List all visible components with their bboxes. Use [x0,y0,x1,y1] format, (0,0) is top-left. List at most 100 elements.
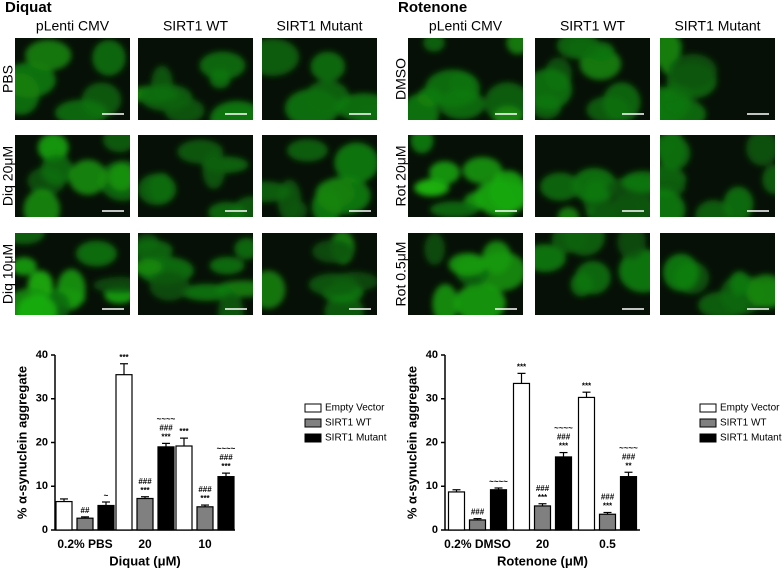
error-bar [102,501,110,506]
cell [695,200,732,217]
y-tick-label: 10 [36,480,48,492]
y-tick-label: 0 [432,524,438,536]
micrograph [408,135,523,217]
cell [262,181,291,203]
error-bar [81,516,89,519]
cells [424,233,523,315]
cell [571,167,617,203]
cell [287,200,308,217]
bar [533,505,552,531]
cells [408,38,523,120]
cell [570,272,593,297]
cell [40,154,73,186]
cell [218,291,244,315]
y-tick-label: 20 [36,436,48,448]
cell [698,291,749,315]
cell [723,186,754,217]
column-header: pLenti CMV [429,18,503,34]
cell [591,197,642,217]
significance-label: ~~~~ [619,443,638,452]
cell [602,82,641,120]
cell [410,135,434,154]
bar [136,497,154,531]
significance-label: ~ [104,491,109,500]
cell [93,276,130,294]
x-tick-label: 0.2% PBS [57,537,112,551]
cell [423,38,445,52]
cell [16,294,57,315]
x-tick-label: 0.2% DMSO [444,537,511,551]
error-bar [60,498,68,502]
legend-swatch [699,433,717,443]
significance-label: ### [198,485,212,494]
cell [164,97,205,120]
cells [262,139,377,217]
significance-label: ~~~~ [217,444,236,453]
cells [138,51,253,120]
cell [75,240,118,267]
section-title: Diquat [5,0,52,16]
cell [660,136,691,171]
cells [15,233,130,315]
cell [493,105,523,120]
cell [334,142,377,183]
cell [209,100,253,120]
cell [311,189,342,217]
micrograph [138,38,253,120]
cell [429,201,479,217]
micrograph [262,135,377,217]
bar [175,445,193,531]
legend-swatch [304,418,322,428]
error-bar [180,437,188,446]
cells [539,167,650,217]
significance-label: *** [582,381,592,390]
section-title: Rotenone [398,0,467,16]
cell [454,283,506,315]
bar [619,476,638,531]
significance-label: ** [625,461,632,470]
cell [669,53,717,89]
cell [262,38,300,77]
cell [286,139,329,162]
legend-label: SIRT1 Mutant [325,433,387,444]
error-bar [120,363,128,375]
column-header: SIRT1 Mutant [276,18,362,34]
cell [138,239,173,261]
bar [76,517,94,531]
cell [432,284,459,315]
micrograph [535,38,650,120]
cell [102,135,130,153]
cell [462,156,503,184]
cell [621,171,650,193]
legend-label: Empty Vector [325,403,385,414]
legend-swatch [699,403,717,413]
cells [660,38,717,120]
cell [92,39,126,76]
cell [25,39,72,71]
column-header: SIRT1 WT [163,18,229,34]
error-bar [494,487,503,490]
row-label: PBS [0,65,16,93]
y-tick-label: 40 [426,349,438,361]
x-tick-label: 0.5 [599,537,616,551]
micrograph [535,233,650,315]
row-label: Diq 20μM [0,146,16,206]
significance-label: *** [161,432,171,441]
cell [745,274,775,309]
cell [535,244,566,273]
cell [660,97,706,120]
error-bar [603,511,612,515]
bar [489,489,508,531]
y-axis-title: % α-synuclein aggregate [14,366,29,519]
significance-label: ### [622,452,636,461]
bar [157,446,175,531]
cell [138,258,163,275]
cell [474,179,523,216]
legend-label: SIRT1 WT [720,418,766,429]
significance-label: ### [138,477,152,486]
significance-label: *** [179,427,189,436]
x-tick-label: 20 [138,537,152,551]
cell [663,253,699,292]
cell [506,38,523,55]
